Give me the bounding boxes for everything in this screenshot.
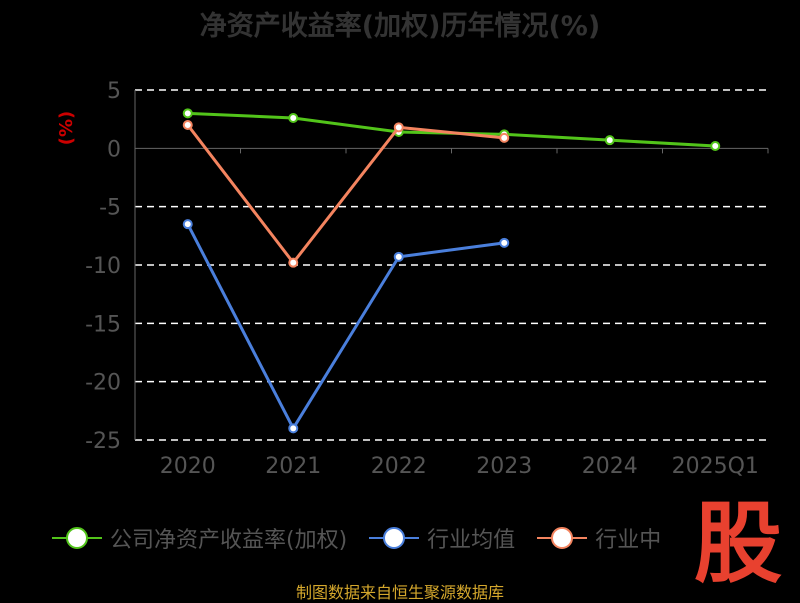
legend-marker-industry-median (537, 527, 588, 549)
x-tick-label: 2021 (265, 454, 321, 479)
chart-title: 净资产收益率(加权)历年情况(%) (199, 11, 601, 42)
data-point[interactable] (288, 257, 299, 268)
y-tick-label: -25 (85, 429, 121, 454)
data-point[interactable] (393, 122, 404, 133)
legend: 公司净资产收益率(加权) 行业均值 行业中 (52, 520, 683, 556)
source-note: 制图数据来自恒生聚源数据库 (295, 583, 504, 602)
data-point[interactable] (499, 132, 510, 143)
data-point[interactable] (499, 237, 510, 248)
series-lines (182, 108, 721, 434)
data-point[interactable] (604, 135, 615, 146)
line-chart: 50-5-10-15-20-25 2020 2021 2022 2023 2024 202… (56, 79, 769, 479)
data-point[interactable] (288, 113, 299, 123)
data-point[interactable] (710, 141, 721, 151)
x-tick-label: 2024 (582, 454, 638, 479)
data-point[interactable] (393, 251, 404, 262)
data-point[interactable] (288, 423, 299, 434)
x-tick-labels: 2020 2021 2022 2023 2024 2025Q1 (160, 454, 759, 479)
watermark-logo: 股 (693, 492, 782, 595)
legend-item-industry-median[interactable]: 行业中 (537, 522, 661, 554)
y-tick-label: 5 (107, 79, 121, 104)
legend-label-industry-mean: 行业均值 (427, 528, 516, 553)
data-point[interactable] (182, 219, 193, 230)
x-tick-label: 2025Q1 (672, 454, 759, 479)
y-tick-label: -15 (85, 312, 121, 337)
data-point[interactable] (182, 120, 193, 130)
legend-marker-company (52, 527, 102, 549)
legend-item-company[interactable]: 公司净资产收益率(加权) (52, 522, 347, 554)
series-line-0 (187, 111, 716, 148)
series-line-2 (186, 124, 505, 266)
legend-item-industry-mean[interactable]: 行业均值 (369, 522, 515, 554)
y-tick-label: -10 (85, 254, 121, 279)
series-line-1 (186, 223, 505, 432)
y-tick-label: -5 (99, 196, 121, 221)
y-axis-label: (%) (56, 111, 77, 146)
x-tick-label: 2023 (476, 454, 532, 479)
data-point[interactable] (182, 108, 193, 119)
y-tick-label: -20 (85, 371, 121, 396)
x-tick-label: 2020 (160, 454, 216, 479)
x-tick-label: 2022 (371, 454, 427, 479)
legend-marker-industry-mean (369, 527, 420, 549)
legend-label-industry-median: 行业中 (595, 528, 662, 553)
y-tick-label: 0 (107, 137, 121, 162)
y-tick-labels: 5 0 -5 -10 -15 -20 -25 (85, 79, 121, 454)
grid-lines (134, 89, 769, 441)
legend-label-company: 公司净资产收益率(加权) (110, 528, 348, 553)
